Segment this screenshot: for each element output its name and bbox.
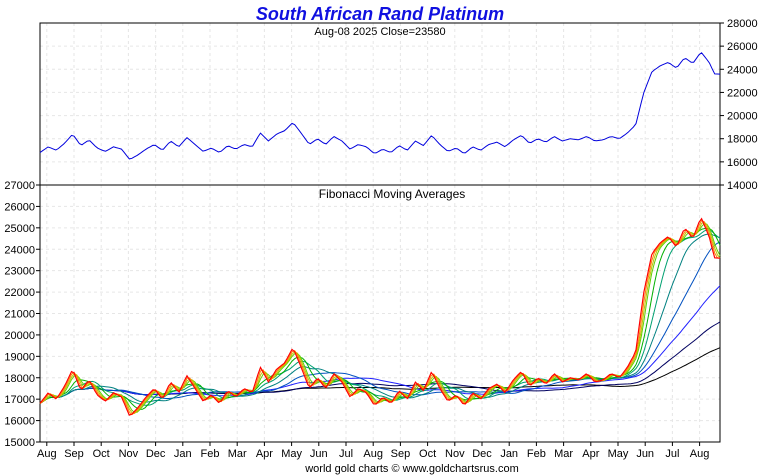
top-y-tick-label: 22000 — [727, 87, 758, 99]
bottom-y-tick-label: 15000 — [4, 437, 35, 449]
bottom-y-tick-label: 22000 — [4, 287, 35, 299]
bottom-panel-series — [39, 217, 721, 416]
moving-average-line — [39, 285, 721, 404]
x-tick-label: Aug — [37, 448, 57, 460]
x-tick-label: Jan — [174, 448, 192, 460]
bottom-y-tick-label: 17000 — [4, 394, 35, 406]
bottom-y-tick-label: 25000 — [4, 223, 35, 235]
bottom-y-tick-label: 24000 — [4, 244, 35, 256]
x-tick-label: Sep — [391, 448, 411, 460]
top-y-tick-label: 20000 — [727, 111, 758, 123]
x-tick-label: Feb — [201, 448, 220, 460]
top-y-tick-label: 28000 — [727, 18, 758, 30]
price-line — [39, 217, 721, 416]
x-tick-label: May — [281, 448, 302, 460]
top-y-tick-label: 18000 — [727, 134, 758, 146]
bottom-y-tick-label: 20000 — [4, 330, 35, 342]
x-tick-label: Aug — [690, 448, 710, 460]
x-tick-label: Apr — [256, 448, 273, 460]
bottom-y-tick-label: 19000 — [4, 351, 35, 363]
price-line — [39, 52, 721, 160]
x-tick-label: Jun — [310, 448, 328, 460]
bottom-y-tick-label: 26000 — [4, 201, 35, 213]
top-panel-gridlines — [40, 23, 720, 185]
bottom-y-tick-label: 16000 — [4, 416, 35, 428]
x-tick-label: Aug — [363, 448, 383, 460]
x-tick-label: Mar — [554, 448, 573, 460]
x-tick-label: Jan — [500, 448, 518, 460]
x-tick-label: Feb — [527, 448, 546, 460]
x-tick-label: Oct — [419, 448, 436, 460]
chart-title: South African Rand Platinum — [256, 4, 504, 24]
top-panel-y-axis: 14000 16000 18000 20000 22000 24000 26000 28000 — [720, 18, 758, 192]
moving-average-line — [39, 219, 721, 416]
top-y-tick-label: 26000 — [727, 41, 758, 53]
bottom-panel-y-axis: 15000 16000 17000 18000 19000 20000 21000 22000… — [4, 180, 40, 449]
top-y-tick-label: 16000 — [727, 157, 758, 169]
moving-averages-panel-label: Fibonacci Moving Averages — [319, 187, 466, 201]
bottom-y-tick-label: 23000 — [4, 266, 35, 278]
x-tick-label: Mar — [228, 448, 247, 460]
x-tick-label: Dec — [146, 448, 166, 460]
x-axis: Aug Sep Oct Nov Dec Jan Feb Mar Apr May Jun Jul Aug S… — [37, 442, 709, 460]
top-y-tick-label: 14000 — [727, 180, 758, 192]
x-tick-label: Jun — [636, 448, 654, 460]
top-panel-series — [39, 52, 721, 160]
bottom-y-tick-label: 18000 — [4, 373, 35, 385]
footer-credit: world gold charts © www.goldchartsrus.co… — [304, 463, 519, 475]
x-tick-label: Dec — [472, 448, 492, 460]
x-tick-label: Sep — [64, 448, 84, 460]
bottom-y-tick-label: 27000 — [4, 180, 35, 192]
x-tick-label: Jul — [665, 448, 679, 460]
x-tick-label: Jul — [339, 448, 353, 460]
chart-subtitle: Aug-08 2025 Close=23580 — [314, 26, 445, 38]
top-y-tick-label: 24000 — [727, 64, 758, 76]
x-tick-label: Nov — [119, 448, 139, 460]
x-tick-label: May — [608, 448, 629, 460]
moving-average-line — [39, 221, 721, 415]
x-tick-label: Oct — [93, 448, 110, 460]
x-tick-label: Nov — [445, 448, 465, 460]
x-tick-label: Apr — [582, 448, 599, 460]
bottom-y-tick-label: 21000 — [4, 309, 35, 321]
